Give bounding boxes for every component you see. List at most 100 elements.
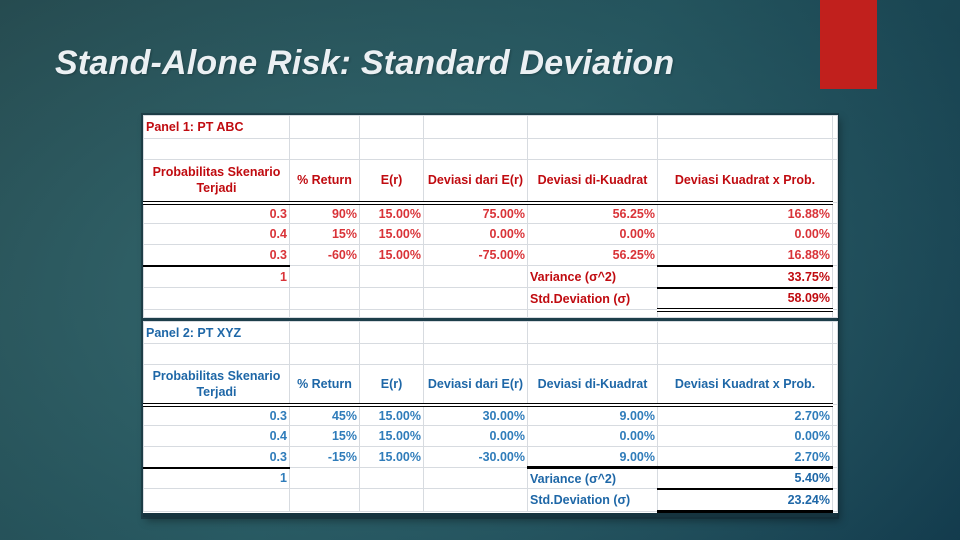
panel-title: Panel 2: PT XYZ <box>143 321 290 344</box>
empty-cell <box>527 343 658 365</box>
empty-cell <box>143 138 290 160</box>
empty-cell <box>527 321 658 344</box>
data-row: 0.3 45% 15.00% 30.00% 9.00% 2.70% <box>143 404 838 426</box>
variance-row: 1 Variance (σ^2) 33.75% <box>143 264 838 289</box>
variance-value: 5.40% <box>657 466 833 490</box>
empty-cell <box>832 244 838 266</box>
value-cell: 15.00% <box>359 244 424 266</box>
empty-cell <box>423 321 528 344</box>
panel-1-container: Panel 1: PT ABC Probabilitas Skenario Ter… <box>143 115 838 318</box>
value-cell: 0.00% <box>423 223 528 245</box>
empty-cell <box>527 115 658 139</box>
value-cell: 15.00% <box>359 404 424 426</box>
value-cell: 30.00% <box>423 404 528 426</box>
column-header: % Return <box>289 364 360 407</box>
spreadsheet: Panel 1: PT ABC Probabilitas Skenario Ter… <box>143 115 838 517</box>
panel-title: Panel 1: PT ABC <box>143 115 290 139</box>
column-header: Deviasi dari E(r) <box>423 159 528 205</box>
stddev-row: Std.Deviation (σ) 58.09% <box>143 287 838 312</box>
empty-cell <box>359 467 424 489</box>
value-cell: 45% <box>289 404 360 426</box>
spacer-row <box>143 138 838 160</box>
spacer-row <box>143 343 838 365</box>
total-probability-cell: 1 <box>143 265 290 288</box>
data-row: 0.3 90% 15.00% 75.00% 56.25% 16.88% <box>143 202 838 224</box>
value-cell: 56.25% <box>527 202 658 224</box>
data-row: 0.3 -60% 15.00% -75.00% 56.25% 16.88% <box>143 244 838 267</box>
stddev-label: Std.Deviation (σ) <box>527 488 658 512</box>
empty-cell <box>657 343 833 365</box>
value-cell: -15% <box>289 446 360 468</box>
value-cell: 0.3 <box>143 244 290 267</box>
value-cell: 0.00% <box>527 425 658 447</box>
value-cell: 15% <box>289 425 360 447</box>
empty-cell <box>832 343 838 365</box>
panel-table-2: Panel 2: PT XYZ Probabilitas Skenario Ter… <box>143 321 838 513</box>
empty-cell <box>359 115 424 139</box>
empty-cell <box>832 467 838 489</box>
empty-cell <box>527 309 658 318</box>
panel-table-1: Panel 1: PT ABC Probabilitas Skenario Ter… <box>143 115 838 318</box>
value-cell: 15.00% <box>359 425 424 447</box>
empty-cell <box>832 287 838 310</box>
value-cell: 9.00% <box>527 404 658 426</box>
value-cell: 0.3 <box>143 446 290 469</box>
column-header: E(r) <box>359 364 424 407</box>
column-header: Probabilitas Skenario Terjadi <box>143 364 290 407</box>
empty-cell <box>423 138 528 160</box>
empty-cell <box>657 138 833 160</box>
empty-cell <box>359 287 424 310</box>
value-cell: 2.70% <box>657 404 833 426</box>
value-cell: 0.00% <box>657 223 833 245</box>
column-header: Deviasi dari E(r) <box>423 364 528 407</box>
value-cell: 15.00% <box>359 202 424 224</box>
empty-cell <box>423 309 528 318</box>
value-cell: 0.00% <box>423 425 528 447</box>
stddev-value: 23.24% <box>657 488 833 513</box>
empty-cell <box>289 321 360 344</box>
empty-cell <box>832 404 838 426</box>
spacer-row <box>143 309 838 318</box>
column-header: % Return <box>289 159 360 205</box>
value-cell: 0.4 <box>143 425 290 447</box>
empty-cell <box>832 425 838 447</box>
empty-cell <box>359 321 424 344</box>
sheet-bottom-edge <box>143 513 837 517</box>
column-header: Deviasi Kuadrat x Prob. <box>657 364 833 407</box>
value-cell: 0.3 <box>143 202 290 224</box>
empty-cell <box>423 467 528 489</box>
value-cell: 16.88% <box>657 244 833 266</box>
empty-cell <box>657 309 833 318</box>
empty-cell <box>359 488 424 512</box>
empty-cell <box>423 343 528 365</box>
data-row: 0.4 15% 15.00% 0.00% 0.00% 0.00% <box>143 223 838 245</box>
value-cell: 90% <box>289 202 360 224</box>
column-header-row: Probabilitas Skenario Terjadi% Return E(r… <box>143 159 838 205</box>
value-cell: 15.00% <box>359 223 424 245</box>
value-cell: -30.00% <box>423 446 528 468</box>
value-cell: 15% <box>289 223 360 245</box>
empty-cell <box>832 202 838 224</box>
empty-cell <box>289 309 360 318</box>
value-cell: 15.00% <box>359 446 424 468</box>
column-header: Deviasi Kuadrat x Prob. <box>657 159 833 205</box>
value-cell: 9.00% <box>527 446 658 468</box>
empty-cell <box>832 446 838 468</box>
slide-title: Stand-Alone Risk: Standard Deviation <box>55 44 675 82</box>
empty-cell <box>289 488 360 512</box>
panel-title-row: Panel 1: PT ABC <box>143 115 838 139</box>
empty-cell <box>143 287 290 310</box>
value-cell: 0.3 <box>143 404 290 426</box>
empty-cell <box>289 343 360 365</box>
empty-cell <box>359 343 424 365</box>
empty-cell <box>832 265 838 288</box>
empty-cell <box>423 265 528 288</box>
value-cell: 75.00% <box>423 202 528 224</box>
empty-cell <box>359 265 424 288</box>
empty-cell <box>359 138 424 160</box>
value-cell: 0.00% <box>657 425 833 447</box>
column-header-row: Probabilitas Skenario Terjadi% Return E(r… <box>143 364 838 407</box>
column-header: Probabilitas Skenario Terjadi <box>143 159 290 205</box>
empty-cell <box>289 287 360 310</box>
empty-cell <box>832 223 838 245</box>
